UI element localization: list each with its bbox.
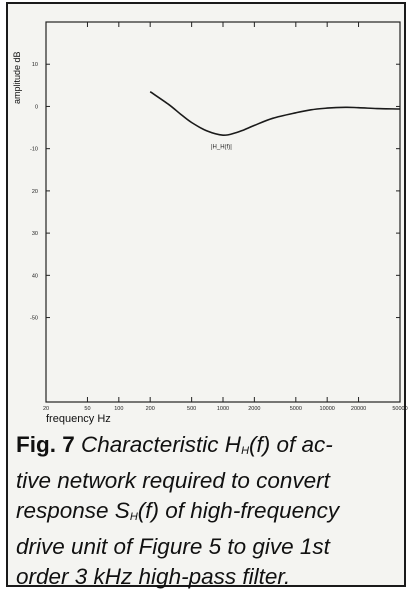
- x-tick-label: 200: [146, 406, 155, 412]
- figure-number: Fig. 7: [16, 432, 75, 457]
- y-tick-label: 40: [32, 273, 38, 279]
- x-axis-ticks: [45, 22, 401, 402]
- figure-frame: [6, 2, 406, 587]
- amplitude-chart: 20 50 100 200 500 1000 2000 5000 10000 20000 50000…: [12, 21, 408, 425]
- x-tick-label: 1000: [217, 406, 229, 412]
- y-tick-label: 0: [35, 104, 38, 110]
- y-tick-label: -50: [30, 316, 38, 322]
- x-tick-label: 20000: [351, 406, 366, 412]
- x-tick-label: 100: [114, 406, 123, 412]
- y-axis-label: amplitude dB: [12, 51, 22, 104]
- series-line: [149, 91, 401, 137]
- y-tick-label: 30: [32, 231, 38, 237]
- y-tick-label: 20: [32, 189, 38, 195]
- x-tick-label: 20: [43, 406, 49, 412]
- y-axis-tick-labels: 10 0 -10 20 30 40 -50: [30, 62, 38, 321]
- y-tick-label: -10: [30, 147, 38, 153]
- x-tick-label: 2000: [248, 406, 260, 412]
- x-tick-label: 50: [84, 406, 90, 412]
- figure-caption: Fig. 7 Characteristic HH(f) of ac- tive …: [16, 432, 340, 589]
- y-tick-label: 10: [32, 62, 38, 68]
- x-axis-tick-labels: 20 50 100 200 500 1000 2000 5000 10000 20000 50000: [43, 406, 408, 412]
- x-axis-label: frequency Hz: [46, 413, 111, 425]
- x-tick-label: 5000: [290, 406, 302, 412]
- y-axis-ticks: [46, 63, 400, 319]
- plot-area: [45, 21, 401, 403]
- x-tick-label: 10000: [320, 406, 335, 412]
- x-tick-label: 500: [187, 406, 196, 412]
- x-tick-label: 50000: [392, 406, 407, 412]
- curve-annotation: |H_H(f)|: [211, 145, 232, 151]
